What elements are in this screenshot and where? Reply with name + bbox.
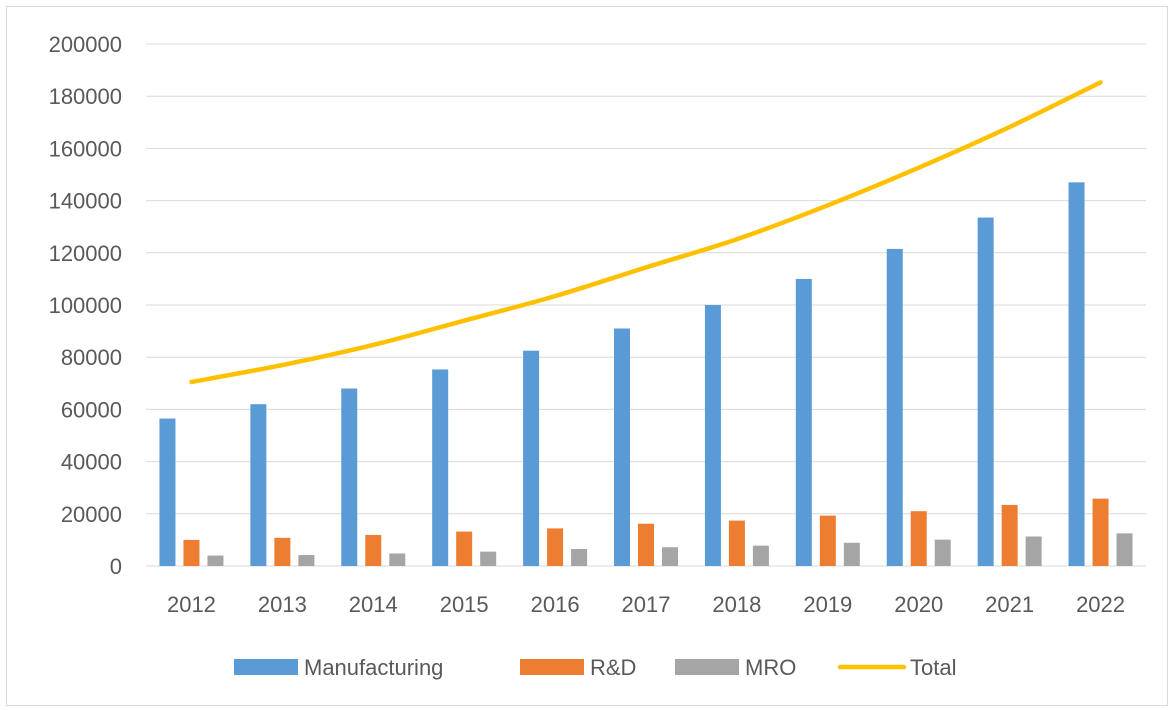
gridlines bbox=[146, 43, 1146, 567]
bar-manufacturing-2014 bbox=[341, 388, 358, 566]
y-tick-label: 160000 bbox=[49, 136, 122, 161]
x-tick-label: 2018 bbox=[712, 592, 761, 617]
legend-label-total: Total bbox=[910, 655, 956, 680]
bar-r-d-2013 bbox=[274, 537, 291, 566]
bar-mro-2017 bbox=[662, 547, 678, 566]
legend-swatch-r-d bbox=[520, 659, 584, 675]
bar-manufacturing-2019 bbox=[795, 278, 812, 566]
legend-label-mro: MRO bbox=[745, 655, 796, 680]
bar-r-d-2021 bbox=[1001, 504, 1018, 566]
x-tick-label: 2017 bbox=[622, 592, 671, 617]
bar-manufacturing-2022 bbox=[1068, 182, 1085, 566]
bar-r-d-2012 bbox=[183, 539, 200, 566]
bar-mro-2019 bbox=[843, 542, 860, 566]
bars bbox=[159, 182, 1133, 566]
bar-r-d-2019 bbox=[819, 515, 836, 566]
x-tick-label: 2015 bbox=[440, 592, 489, 617]
x-tick-label: 2013 bbox=[258, 592, 307, 617]
y-tick-label: 60000 bbox=[61, 397, 122, 422]
bar-manufacturing-2016 bbox=[523, 350, 540, 566]
x-tick-label: 2020 bbox=[894, 592, 943, 617]
y-axis-tick-labels: 0 20000 40000 60000 80000 100000 120000 140000 1… bbox=[49, 32, 122, 579]
y-tick-label: 120000 bbox=[49, 241, 122, 266]
x-axis-tick-labels: 2012 2013 2014 2015 2016 2017 2018 2019 2020 2021… bbox=[167, 592, 1125, 617]
x-tick-label: 2022 bbox=[1076, 592, 1125, 617]
bar-mro-2015 bbox=[480, 551, 497, 566]
bar-mro-2016 bbox=[571, 549, 588, 566]
y-tick-label: 200000 bbox=[49, 32, 122, 57]
bar-mro-2018 bbox=[752, 545, 769, 566]
legend-label-manufacturing: Manufacturing bbox=[304, 655, 443, 680]
bar-manufacturing-2017 bbox=[614, 328, 630, 566]
bar-r-d-2017 bbox=[638, 523, 654, 566]
x-tick-label: 2016 bbox=[531, 592, 580, 617]
bar-r-d-2020 bbox=[910, 511, 927, 566]
y-tick-label: 100000 bbox=[49, 293, 122, 318]
bar-r-d-2015 bbox=[456, 531, 473, 566]
legend-swatch-manufacturing bbox=[234, 659, 298, 675]
bar-mro-2020 bbox=[934, 539, 951, 566]
bar-r-d-2014 bbox=[365, 534, 382, 566]
x-tick-label: 2021 bbox=[985, 592, 1034, 617]
y-tick-label: 140000 bbox=[49, 189, 122, 214]
bar-r-d-2016 bbox=[547, 528, 564, 566]
y-tick-label: 0 bbox=[110, 554, 122, 579]
total-line bbox=[189, 80, 1103, 385]
x-tick-label: 2019 bbox=[803, 592, 852, 617]
bar-r-d-2022 bbox=[1092, 498, 1109, 566]
legend-item-r-d: R&D bbox=[520, 655, 636, 680]
bar-r-d-2018 bbox=[728, 520, 745, 566]
legend: Manufacturing R&D MRO Total bbox=[234, 655, 956, 680]
legend-swatch-mro bbox=[675, 659, 739, 675]
y-tick-label: 20000 bbox=[61, 502, 122, 527]
bar-manufacturing-2020 bbox=[886, 248, 903, 566]
series-line-total bbox=[189, 80, 1103, 385]
bar-mro-2021 bbox=[1025, 536, 1042, 566]
bar-manufacturing-2021 bbox=[977, 217, 994, 566]
y-tick-label: 80000 bbox=[61, 345, 122, 370]
bar-manufacturing-2018 bbox=[704, 305, 721, 566]
chart-frame bbox=[6, 6, 1168, 706]
bar-manufacturing-2012 bbox=[159, 418, 176, 566]
x-tick-label: 2012 bbox=[167, 592, 216, 617]
x-tick-label: 2014 bbox=[349, 592, 398, 617]
legend-label-r-d: R&D bbox=[590, 655, 636, 680]
legend-item-manufacturing: Manufacturing bbox=[234, 655, 443, 680]
bar-manufacturing-2013 bbox=[250, 404, 267, 566]
bar-mro-2012 bbox=[207, 555, 224, 566]
y-tick-label: 40000 bbox=[61, 450, 122, 475]
bar-manufacturing-2015 bbox=[432, 369, 449, 566]
y-tick-label: 180000 bbox=[49, 84, 122, 109]
legend-item-mro: MRO bbox=[675, 655, 796, 680]
bar-mro-2022 bbox=[1116, 533, 1133, 566]
legend-item-total: Total bbox=[837, 655, 956, 680]
bar-mro-2013 bbox=[298, 555, 315, 566]
bar-mro-2014 bbox=[389, 553, 406, 566]
